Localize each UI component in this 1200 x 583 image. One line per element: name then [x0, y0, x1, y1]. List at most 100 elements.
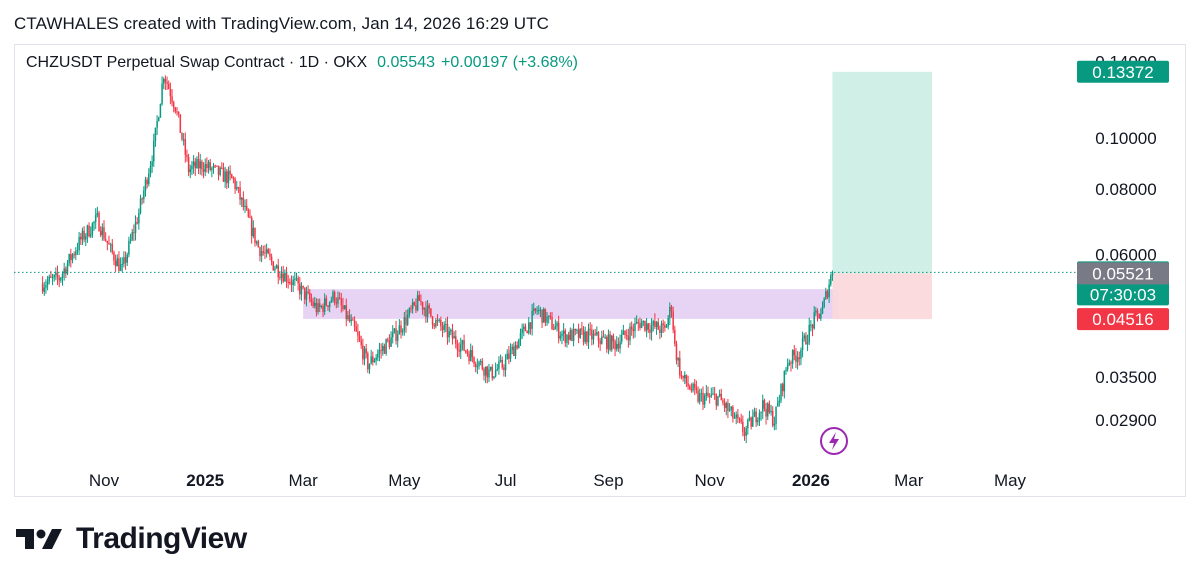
candle[interactable] [426, 305, 429, 318]
candle[interactable] [383, 345, 386, 354]
candle[interactable] [398, 325, 401, 335]
candle[interactable] [332, 291, 334, 301]
candle[interactable] [828, 284, 830, 298]
candle[interactable] [800, 350, 802, 359]
candle[interactable] [596, 332, 598, 335]
candle[interactable] [765, 408, 767, 417]
candle[interactable] [715, 394, 718, 406]
candle[interactable] [189, 169, 192, 173]
candle[interactable] [101, 227, 104, 236]
candle[interactable] [826, 291, 829, 298]
candle[interactable] [257, 241, 260, 248]
candle[interactable] [51, 277, 54, 279]
candle[interactable] [479, 361, 482, 363]
candle[interactable] [377, 353, 379, 358]
candle[interactable] [294, 278, 296, 280]
candle[interactable] [309, 292, 311, 300]
candle[interactable] [222, 167, 225, 182]
candle[interactable] [546, 316, 548, 323]
candle[interactable] [181, 132, 183, 140]
candle[interactable] [708, 396, 711, 398]
candle[interactable] [212, 165, 215, 169]
candle[interactable] [644, 320, 646, 331]
candle[interactable] [677, 357, 679, 361]
candle[interactable] [508, 353, 510, 359]
candle[interactable] [473, 357, 475, 364]
candle[interactable] [730, 406, 732, 410]
candle[interactable] [86, 225, 89, 237]
candle[interactable] [494, 370, 497, 377]
candle[interactable] [547, 315, 550, 317]
candle[interactable] [758, 412, 761, 421]
candle[interactable] [144, 179, 147, 191]
candle[interactable] [670, 306, 673, 312]
candle[interactable] [750, 417, 752, 427]
candle[interactable] [488, 369, 490, 378]
candle[interactable] [456, 343, 459, 350]
candle[interactable] [780, 384, 782, 401]
candle[interactable] [335, 302, 338, 304]
candle[interactable] [249, 216, 251, 218]
candle[interactable] [285, 272, 288, 282]
candle[interactable] [121, 264, 124, 266]
candle[interactable] [323, 298, 326, 312]
candle[interactable] [299, 283, 301, 295]
candle[interactable] [169, 88, 172, 97]
candle[interactable] [801, 338, 804, 351]
candle[interactable] [386, 339, 389, 341]
candle[interactable] [108, 242, 110, 245]
candle[interactable] [637, 322, 640, 324]
candle[interactable] [342, 305, 344, 309]
candle[interactable] [416, 295, 419, 311]
candle[interactable] [785, 369, 787, 372]
candle[interactable] [360, 340, 362, 346]
candle[interactable] [533, 308, 535, 311]
candle[interactable] [430, 308, 432, 317]
candle[interactable] [141, 198, 143, 200]
candle[interactable] [313, 302, 316, 307]
candle[interactable] [162, 78, 165, 84]
candle[interactable] [528, 322, 530, 334]
candle[interactable] [438, 319, 440, 321]
candle[interactable] [823, 298, 825, 307]
candle[interactable] [252, 227, 255, 237]
candle[interactable] [453, 336, 455, 339]
candle[interactable] [118, 258, 120, 271]
candle[interactable] [367, 353, 369, 370]
candle[interactable] [790, 362, 792, 364]
candle[interactable] [388, 340, 391, 347]
candle[interactable] [650, 325, 653, 333]
candle[interactable] [642, 320, 645, 323]
candle[interactable] [597, 332, 600, 341]
candle[interactable] [104, 239, 107, 241]
candle[interactable] [632, 329, 635, 332]
candle[interactable] [760, 411, 762, 413]
candle[interactable] [159, 104, 162, 118]
candle[interactable] [227, 170, 230, 184]
candle[interactable] [725, 402, 728, 408]
candle[interactable] [622, 330, 625, 335]
candle[interactable] [748, 417, 751, 420]
candle[interactable] [534, 308, 537, 311]
candle[interactable] [103, 227, 105, 240]
candle[interactable] [287, 281, 289, 283]
candle[interactable] [602, 336, 605, 338]
candle[interactable] [164, 78, 167, 82]
candle[interactable] [149, 166, 152, 174]
candle[interactable] [372, 356, 374, 363]
candle[interactable] [559, 336, 562, 339]
candle[interactable] [333, 291, 336, 303]
candle[interactable] [184, 139, 187, 155]
candle[interactable] [504, 359, 507, 371]
candle[interactable] [244, 205, 246, 208]
candle[interactable] [312, 301, 314, 307]
candle[interactable] [446, 324, 449, 338]
candle[interactable] [280, 273, 283, 278]
candle[interactable] [275, 265, 278, 269]
candle[interactable] [770, 410, 772, 413]
candle[interactable] [325, 298, 328, 306]
candle[interactable] [270, 256, 273, 262]
candle[interactable] [762, 400, 764, 412]
candle[interactable] [338, 297, 341, 299]
candle[interactable] [722, 400, 724, 403]
